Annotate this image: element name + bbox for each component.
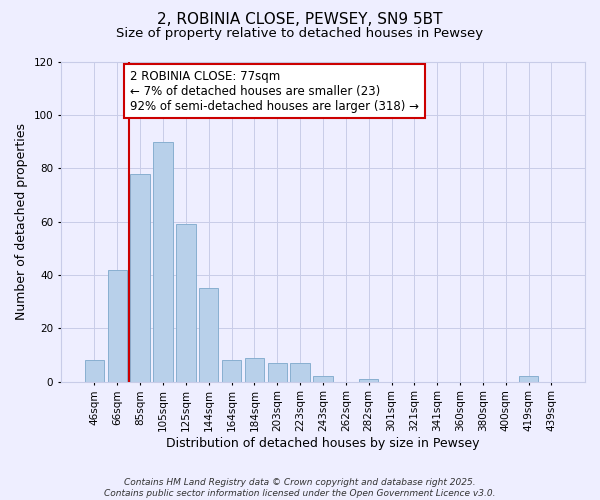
Text: Size of property relative to detached houses in Pewsey: Size of property relative to detached ho… <box>116 28 484 40</box>
Text: 2 ROBINIA CLOSE: 77sqm
← 7% of detached houses are smaller (23)
92% of semi-deta: 2 ROBINIA CLOSE: 77sqm ← 7% of detached … <box>130 70 419 112</box>
Bar <box>176 224 196 382</box>
Y-axis label: Number of detached properties: Number of detached properties <box>15 123 28 320</box>
Text: Contains HM Land Registry data © Crown copyright and database right 2025.
Contai: Contains HM Land Registry data © Crown c… <box>104 478 496 498</box>
X-axis label: Distribution of detached houses by size in Pewsey: Distribution of detached houses by size … <box>166 437 480 450</box>
Bar <box>154 142 173 382</box>
Bar <box>313 376 332 382</box>
Bar <box>268 363 287 382</box>
Bar <box>290 363 310 382</box>
Bar <box>359 379 379 382</box>
Bar <box>245 358 264 382</box>
Bar <box>222 360 241 382</box>
Bar <box>519 376 538 382</box>
Bar <box>199 288 218 382</box>
Bar <box>85 360 104 382</box>
Text: 2, ROBINIA CLOSE, PEWSEY, SN9 5BT: 2, ROBINIA CLOSE, PEWSEY, SN9 5BT <box>157 12 443 28</box>
Bar <box>107 270 127 382</box>
Bar <box>130 174 150 382</box>
